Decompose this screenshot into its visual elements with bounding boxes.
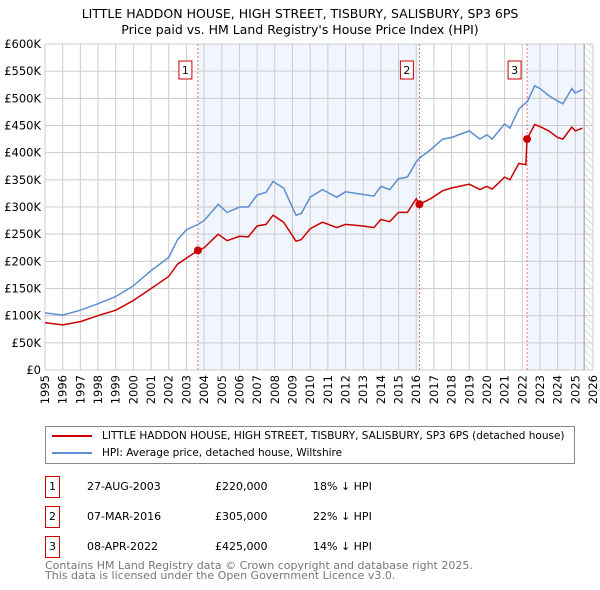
sale-label-box: [507, 60, 522, 80]
footer-line-1: Contains HM Land Registry data © Crown c…: [45, 559, 473, 572]
x-tick-label: 2012: [339, 375, 353, 404]
series-line: [44, 84, 583, 316]
sale-label: 1: [182, 64, 189, 77]
x-tick-label: 2020: [480, 375, 494, 404]
y-tick-label: £100K: [4, 309, 41, 323]
sale-price: £220,000: [215, 480, 268, 493]
x-tick-label: 2021: [498, 375, 512, 404]
x-tick-label: 2007: [250, 375, 264, 404]
sale-label: 2: [403, 64, 410, 77]
x-tick-label: 2023: [533, 375, 547, 404]
x-tick-label: 1997: [73, 375, 87, 404]
y-tick-label: £50K: [12, 336, 42, 350]
sale-label: 3: [511, 64, 518, 77]
x-tick-label: 2005: [215, 375, 229, 404]
x-tick-label: 1995: [38, 375, 52, 404]
footer: Contains HM Land Registry data © Crown c…: [45, 559, 473, 582]
x-tick-label: 2015: [392, 375, 406, 404]
x-tick-label: 2013: [356, 375, 370, 404]
sale-label-box: [178, 60, 193, 80]
x-tick-label: 1996: [56, 375, 70, 404]
x-tick-label: 2010: [303, 375, 317, 404]
legend-label: LITTLE HADDON HOUSE, HIGH STREET, TISBUR…: [102, 430, 565, 442]
chart-subtitle: Price paid vs. HM Land Registry's House …: [121, 22, 479, 37]
x-tick-label: 2011: [321, 375, 335, 404]
y-tick-label: £450K: [4, 119, 41, 133]
legend-item-property: LITTLE HADDON HOUSE, HIGH STREET, TISBUR…: [52, 430, 565, 442]
footer-line-2: This data is licensed under the Open Gov…: [45, 569, 396, 582]
y-tick-label: £0: [26, 363, 41, 377]
sale-hpi-diff: 14% ↓ HPI: [313, 540, 372, 553]
x-tick-label: 2001: [144, 375, 158, 404]
sale-date: 27-AUG-2003: [87, 480, 161, 493]
y-tick-label: £350K: [4, 173, 41, 187]
x-tick-label: 2014: [374, 375, 388, 404]
sale-number-badge: 1: [45, 476, 60, 498]
legend-swatch-blue: [52, 452, 92, 454]
x-tick-label: 2006: [232, 375, 246, 404]
legend-swatch-red: [52, 435, 92, 437]
x-tick-label: 2022: [515, 375, 529, 404]
x-tick-label: 2016: [409, 375, 423, 404]
chart-title: LITTLE HADDON HOUSE, HIGH STREET, TISBUR…: [81, 6, 519, 21]
plot-area: £0 £50K £100K £150K £200K £250K £300K £350K £400…: [4, 37, 600, 404]
x-tick-label: 2024: [551, 375, 565, 404]
sale-label-box: [399, 60, 414, 80]
sale-hpi-diff: 22% ↓ HPI: [313, 510, 372, 523]
x-tick-label: 2009: [285, 375, 299, 404]
y-tick-label: £500K: [4, 91, 41, 105]
x-tick-label: 2019: [462, 375, 476, 404]
series-line: [44, 123, 583, 326]
x-tick-label: 2008: [268, 375, 282, 404]
sale-price: £425,000: [215, 540, 268, 553]
x-tick-label: 2017: [427, 375, 441, 404]
y-tick-label: £200K: [4, 254, 41, 268]
y-tick-label: £550K: [4, 64, 41, 78]
legend: LITTLE HADDON HOUSE, HIGH STREET, TISBUR…: [45, 426, 575, 464]
sale-point: [415, 200, 424, 209]
sale-date: 07-MAR-2016: [87, 510, 162, 523]
x-tick-label: 2018: [445, 375, 459, 404]
sale-point: [193, 246, 202, 255]
x-tick-label: 2002: [162, 375, 176, 404]
y-tick-label: £400K: [4, 146, 41, 160]
legend-item-hpi: HPI: Average price, detached house, Wilt…: [52, 447, 342, 459]
sale-date: 08-APR-2022: [87, 540, 159, 553]
x-tick-label: 1998: [91, 375, 105, 404]
sale-hpi-diff: 18% ↓ HPI: [313, 480, 372, 493]
legend-label: HPI: Average price, detached house, Wilt…: [102, 447, 343, 459]
y-tick-label: £150K: [4, 282, 41, 296]
x-tick-label: 2004: [197, 375, 211, 404]
y-tick-label: £600K: [4, 37, 41, 51]
x-tick-label: 2026: [586, 375, 600, 404]
x-tick-label: 2025: [568, 375, 582, 404]
y-tick-label: £300K: [4, 200, 41, 214]
sale-price: £305,000: [215, 510, 268, 523]
x-tick-label: 1999: [109, 375, 123, 404]
sale-point: [523, 135, 532, 144]
y-tick-label: £250K: [4, 227, 41, 241]
x-tick-label: 2003: [179, 375, 193, 404]
sale-number-badge: 3: [45, 536, 60, 558]
sale-number-badge: 2: [45, 506, 60, 528]
x-tick-label: 2000: [126, 375, 140, 404]
